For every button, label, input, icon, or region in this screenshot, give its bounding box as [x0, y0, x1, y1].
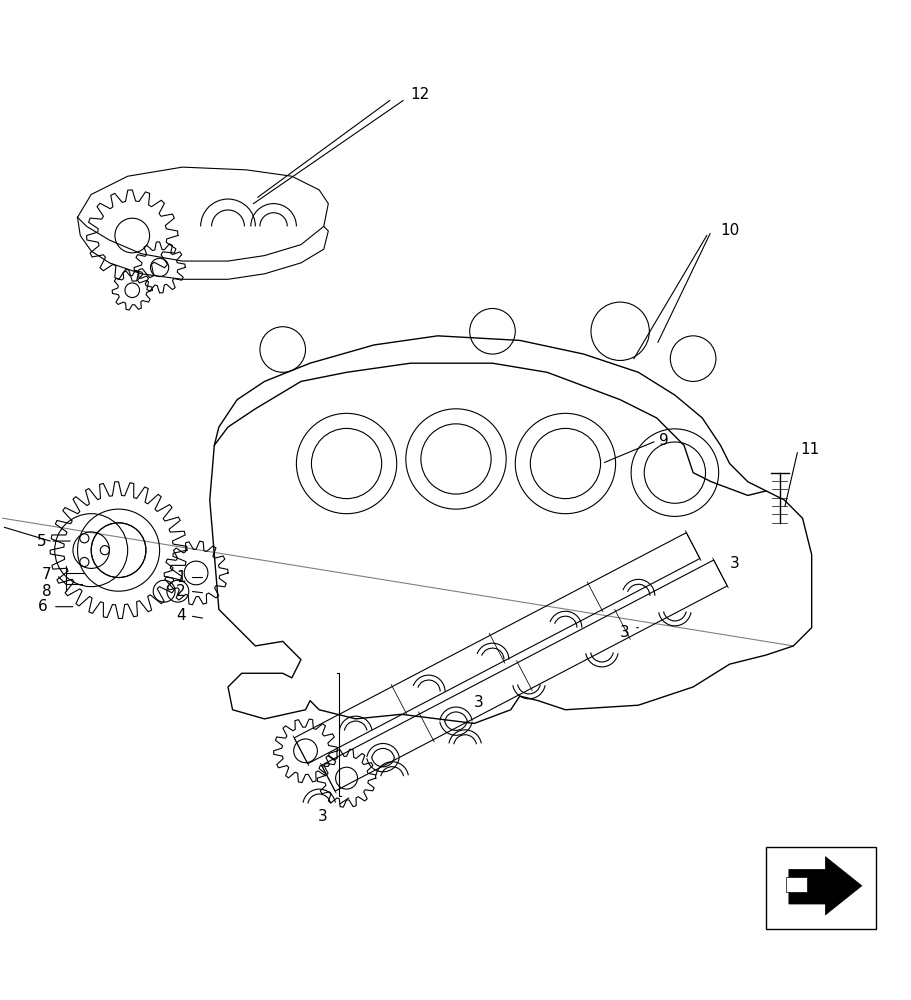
Text: 9: 9	[659, 433, 669, 448]
Text: 5: 5	[36, 534, 46, 549]
Text: 6: 6	[38, 599, 48, 614]
Text: 8: 8	[42, 584, 52, 599]
Polygon shape	[788, 857, 861, 915]
Bar	[765, 847, 875, 929]
Text: 3: 3	[619, 625, 630, 640]
Text: 7: 7	[42, 567, 52, 582]
Text: 1: 1	[176, 570, 186, 585]
Text: 11: 11	[800, 442, 819, 457]
Text: 3: 3	[317, 809, 327, 824]
Text: 12: 12	[410, 87, 429, 102]
Text: 4: 4	[176, 608, 186, 623]
Text: 2: 2	[176, 584, 186, 599]
Text: 3: 3	[474, 695, 484, 710]
Polygon shape	[785, 877, 806, 892]
Text: 10: 10	[720, 223, 739, 238]
Text: 3: 3	[729, 556, 739, 571]
